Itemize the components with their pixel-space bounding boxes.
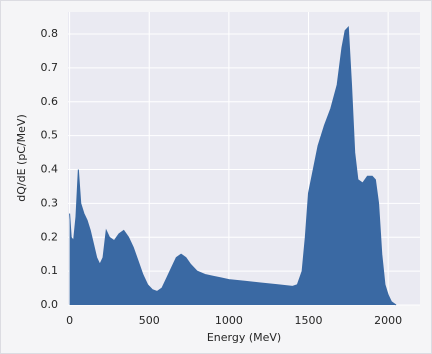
x-axis-label: Energy (MeV) bbox=[207, 331, 281, 344]
x-tick-label: 2000 bbox=[374, 314, 402, 327]
y-tick-label: 0.2 bbox=[41, 230, 59, 243]
y-tick-label: 0.1 bbox=[41, 264, 59, 277]
y-tick-label: 0.3 bbox=[41, 196, 59, 209]
x-tick-label: 500 bbox=[139, 314, 160, 327]
area-line bbox=[69, 26, 397, 306]
x-tick-label: 1000 bbox=[215, 314, 243, 327]
y-axis-label: dQ/dE (pC/MeV) bbox=[15, 114, 28, 202]
x-tick-label: 1500 bbox=[295, 314, 323, 327]
y-tick-label: 0.0 bbox=[41, 298, 59, 311]
y-tick-label: 0.8 bbox=[41, 27, 59, 40]
y-tick-label: 0.7 bbox=[41, 61, 59, 74]
y-tick-label: 0.5 bbox=[41, 129, 59, 142]
y-tick-label: 0.6 bbox=[41, 95, 59, 108]
x-tick-label: 0 bbox=[66, 314, 73, 327]
y-tick-label: 0.4 bbox=[41, 163, 59, 176]
area-fill bbox=[69, 27, 397, 306]
